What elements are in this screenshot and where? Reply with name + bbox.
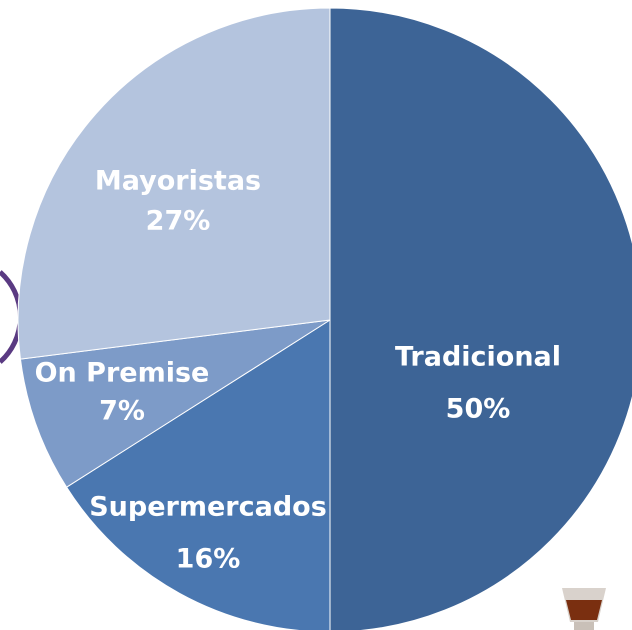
slice-label: Mayoristas [95,166,261,197]
slice-label: Tradicional [395,342,561,373]
slice-value-label: 27% [146,206,211,237]
slice-value-label: 50% [446,394,511,425]
slice-label: On Premise [35,358,210,389]
pie-slice [19,319,331,488]
labels: Tradicional 50% Supermercados 16% On Premise… [35,166,561,575]
slices [17,7,632,630]
pie-slice [329,7,632,630]
pie-slice [65,319,331,630]
slice-label: Supermercados [89,492,327,523]
pie-slice [17,7,331,360]
slice-value-label: 16% [176,544,241,575]
slice-value-label: 7% [99,396,145,427]
decoration-arc [0,270,23,364]
glass-icon [562,588,606,630]
